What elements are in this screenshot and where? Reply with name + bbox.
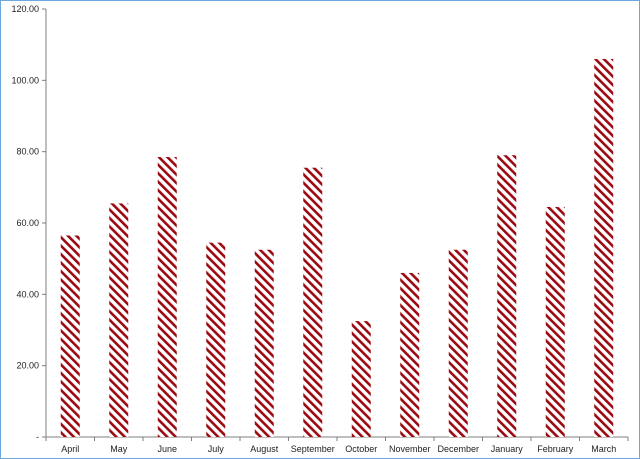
y-tick-label: 100.00 [11, 75, 39, 85]
x-axis [45, 436, 629, 441]
y-tick-label: 60.00 [16, 218, 39, 228]
category-label: December [437, 444, 479, 454]
bar-october [351, 321, 371, 437]
bars [60, 58, 614, 437]
category-labels: April May June July August September October No… [61, 444, 616, 454]
bar-february [545, 206, 565, 437]
y-tick-label: 80.00 [16, 147, 39, 157]
y-tick-label: 40.00 [16, 289, 39, 299]
category-label: August [250, 444, 279, 454]
bar-december [448, 249, 468, 437]
y-axis: - 20.00 40.00 60.00 80.00 100.00 120.00 [11, 4, 47, 442]
bar-january [497, 155, 517, 437]
category-label: January [491, 444, 524, 454]
category-label: May [110, 444, 128, 454]
category-label: November [389, 444, 431, 454]
bar-june [157, 157, 177, 437]
bar-march [594, 58, 614, 437]
category-label: March [591, 444, 616, 454]
bar-may [109, 203, 129, 437]
y-tick-label: - [36, 432, 39, 442]
category-label: September [291, 444, 335, 454]
bar-august [254, 249, 274, 437]
bar-april [60, 235, 80, 437]
category-label: April [61, 444, 79, 454]
category-label: June [157, 444, 177, 454]
y-tick-label: 120.00 [11, 4, 39, 14]
category-label: July [208, 444, 225, 454]
category-label: October [345, 444, 377, 454]
bar-november [400, 272, 420, 437]
category-label: February [537, 444, 574, 454]
y-tick-label: 20.00 [16, 361, 39, 371]
bar-september [303, 167, 323, 437]
bar-july [206, 242, 226, 437]
